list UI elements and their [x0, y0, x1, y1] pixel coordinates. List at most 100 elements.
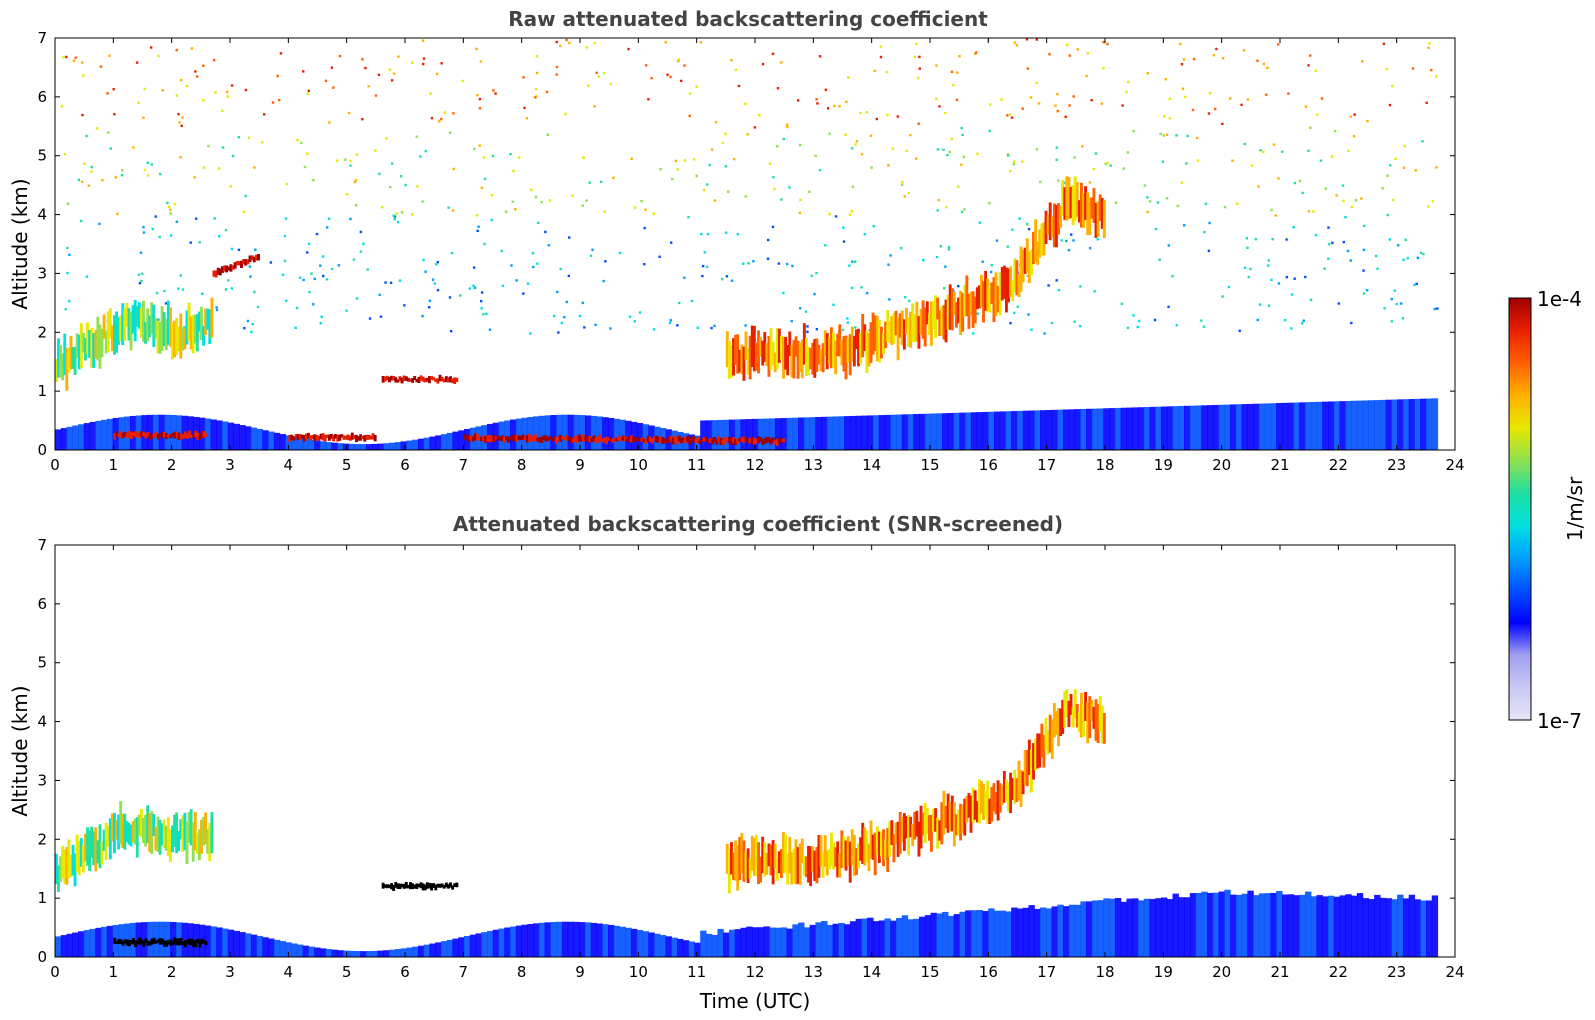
backscatter-cell [917, 316, 921, 349]
noise-pixel [146, 161, 149, 165]
noise-pixel [908, 299, 911, 303]
boundary-layer-column [1235, 404, 1243, 450]
backscatter-cell [842, 836, 846, 868]
backscatter-cell [423, 884, 427, 891]
backscatter-cell [127, 308, 131, 341]
x-tick-label: 20 [1212, 456, 1231, 474]
boundary-layer-column [412, 946, 419, 957]
boundary-layer-column [210, 926, 217, 957]
boundary-layer-column [250, 427, 258, 450]
backscatter-cell [1050, 719, 1054, 759]
noise-pixel [1221, 122, 1224, 126]
backscatter-cell [711, 437, 715, 445]
backscatter-cell [823, 835, 827, 867]
backscatter-cell [588, 436, 592, 443]
backscatter-cell [561, 435, 565, 440]
noise-pixel [943, 286, 946, 290]
boundary-layer-column [769, 927, 776, 957]
backscatter-cell [119, 801, 123, 845]
boundary-layer-column [1028, 905, 1035, 957]
boundary-layer-column [1040, 410, 1047, 450]
boundary-layer-column [1143, 407, 1151, 450]
noise-pixel [842, 240, 846, 243]
noise-pixel [525, 117, 529, 120]
noise-pixel [1067, 248, 1071, 252]
backscatter-cell [162, 819, 166, 848]
backscatter-cell [381, 882, 385, 889]
noise-pixel [865, 291, 869, 295]
backscatter-cell [177, 432, 181, 440]
boundary-layer-column [1408, 894, 1416, 957]
boundary-layer-column [1299, 402, 1306, 450]
boundary-layer-column [1241, 893, 1249, 957]
colorbar: 1e-4 1e-7 1/m/sr [1508, 287, 1587, 733]
backscatter-cell [102, 829, 106, 851]
backscatter-cell [346, 434, 350, 441]
backscatter-cell [1023, 247, 1027, 274]
noise-pixel [565, 38, 568, 42]
noise-pixel [974, 52, 977, 56]
backscatter-cell [398, 376, 402, 382]
noise-pixel [449, 329, 453, 333]
boundary-layer-column [106, 925, 114, 957]
backscatter-cell [63, 849, 67, 884]
noise-pixel [260, 141, 264, 144]
backscatter-cell [1090, 197, 1094, 219]
boundary-layer-column [815, 416, 822, 450]
noise-pixel [535, 71, 539, 75]
noise-pixel [459, 294, 462, 297]
x-tick-label: 2 [167, 963, 177, 981]
noise-pixel [859, 111, 862, 115]
backscatter-cell [884, 321, 888, 349]
backscatter-cell [869, 820, 873, 859]
noise-pixel [1308, 54, 1312, 57]
noise-pixel [330, 66, 334, 69]
noise-pixel [960, 126, 963, 130]
boundary-layer-column [1391, 899, 1398, 957]
noise-pixel [535, 95, 538, 98]
panel-title: Attenuated backscattering coefficient (S… [453, 512, 1063, 536]
boundary-layer-column [504, 927, 511, 957]
backscatter-cell [963, 798, 967, 836]
x-tick-label: 12 [745, 963, 764, 981]
boundary-layer-column [608, 417, 615, 450]
backscatter-cell [892, 834, 896, 863]
noise-pixel [1266, 66, 1269, 70]
noise-pixel [1292, 226, 1295, 229]
backscatter-cell [150, 302, 154, 335]
boundary-layer-column [1045, 410, 1053, 450]
backscatter-cell [102, 314, 106, 339]
noise-pixel [1246, 246, 1249, 250]
boundary-layer-column [740, 419, 747, 450]
backscatter-cell [642, 438, 646, 443]
backscatter-cell [1015, 778, 1019, 803]
x-tick-label: 9 [575, 456, 585, 474]
noise-pixel [896, 115, 900, 118]
x-tick-label: 3 [225, 963, 235, 981]
noise-pixel [1309, 298, 1313, 302]
noise-pixel [989, 270, 993, 274]
backscatter-cell [638, 438, 642, 442]
backscatter-cell [467, 435, 471, 443]
boundary-layer-column [1155, 406, 1162, 450]
noise-pixel [1114, 201, 1118, 204]
boundary-layer-column [1316, 401, 1323, 450]
noise-pixel [85, 134, 88, 138]
boundary-layer-column [901, 915, 909, 957]
backscatter-cell [615, 437, 619, 442]
noise-pixel [669, 319, 673, 322]
noise-pixel [307, 89, 311, 92]
boundary-layer-column [723, 932, 730, 957]
noise-pixel [404, 183, 407, 187]
boundary-layer-column [325, 949, 333, 957]
backscatter-cell [1030, 249, 1033, 276]
noise-pixel [284, 217, 288, 220]
noise-pixel [540, 200, 543, 204]
noise-pixel [253, 290, 256, 294]
backscatter-cell [181, 327, 185, 351]
noise-pixel [1055, 279, 1058, 282]
noise-pixel [1213, 107, 1217, 111]
boundary-layer-column [463, 429, 471, 450]
noise-pixel [734, 68, 738, 72]
backscatter-cell [727, 848, 731, 894]
